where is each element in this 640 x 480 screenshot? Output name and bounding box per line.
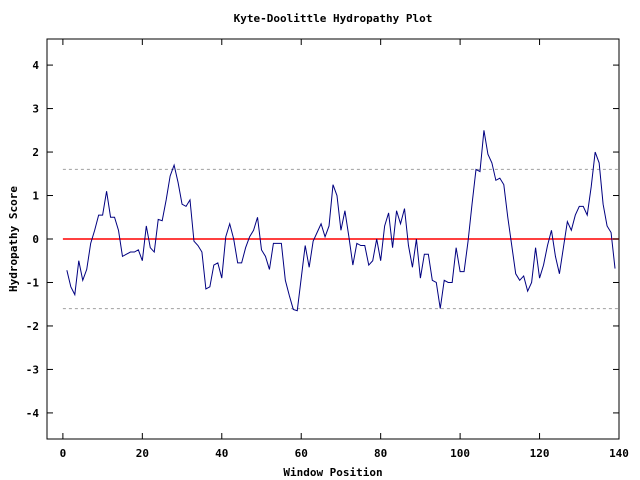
y-tick-label: 1 — [32, 190, 39, 203]
x-tick-label: 140 — [609, 447, 629, 460]
hydropathy-series-line — [66, 130, 616, 312]
y-tick-label: -3 — [26, 363, 39, 376]
x-axis-label: Window Position — [283, 466, 382, 479]
y-tick-label: 0 — [32, 233, 39, 246]
x-tick-label: 120 — [530, 447, 550, 460]
y-axis-label: Hydropathy Score — [7, 186, 20, 292]
y-tick-label: 2 — [32, 146, 39, 159]
y-tick-label: -2 — [26, 320, 39, 333]
x-tick-label: 40 — [215, 447, 228, 460]
axis-ticks: 0 20 40 60 80 100 120 140 -4 -3 -2 -1 0 1 2 3 4 — [26, 39, 629, 460]
x-tick-label: 0 — [60, 447, 67, 460]
y-tick-label: -4 — [26, 407, 40, 420]
x-tick-label: 100 — [450, 447, 470, 460]
chart-title: Kyte-Doolittle Hydropathy Plot — [234, 12, 433, 25]
x-tick-label: 20 — [136, 447, 149, 460]
y-tick-label: -1 — [26, 276, 40, 289]
x-tick-label: 60 — [295, 447, 308, 460]
y-tick-label: 3 — [32, 103, 39, 116]
x-tick-label: 80 — [374, 447, 387, 460]
y-tick-label: 4 — [32, 59, 39, 72]
series-layer — [66, 130, 616, 312]
